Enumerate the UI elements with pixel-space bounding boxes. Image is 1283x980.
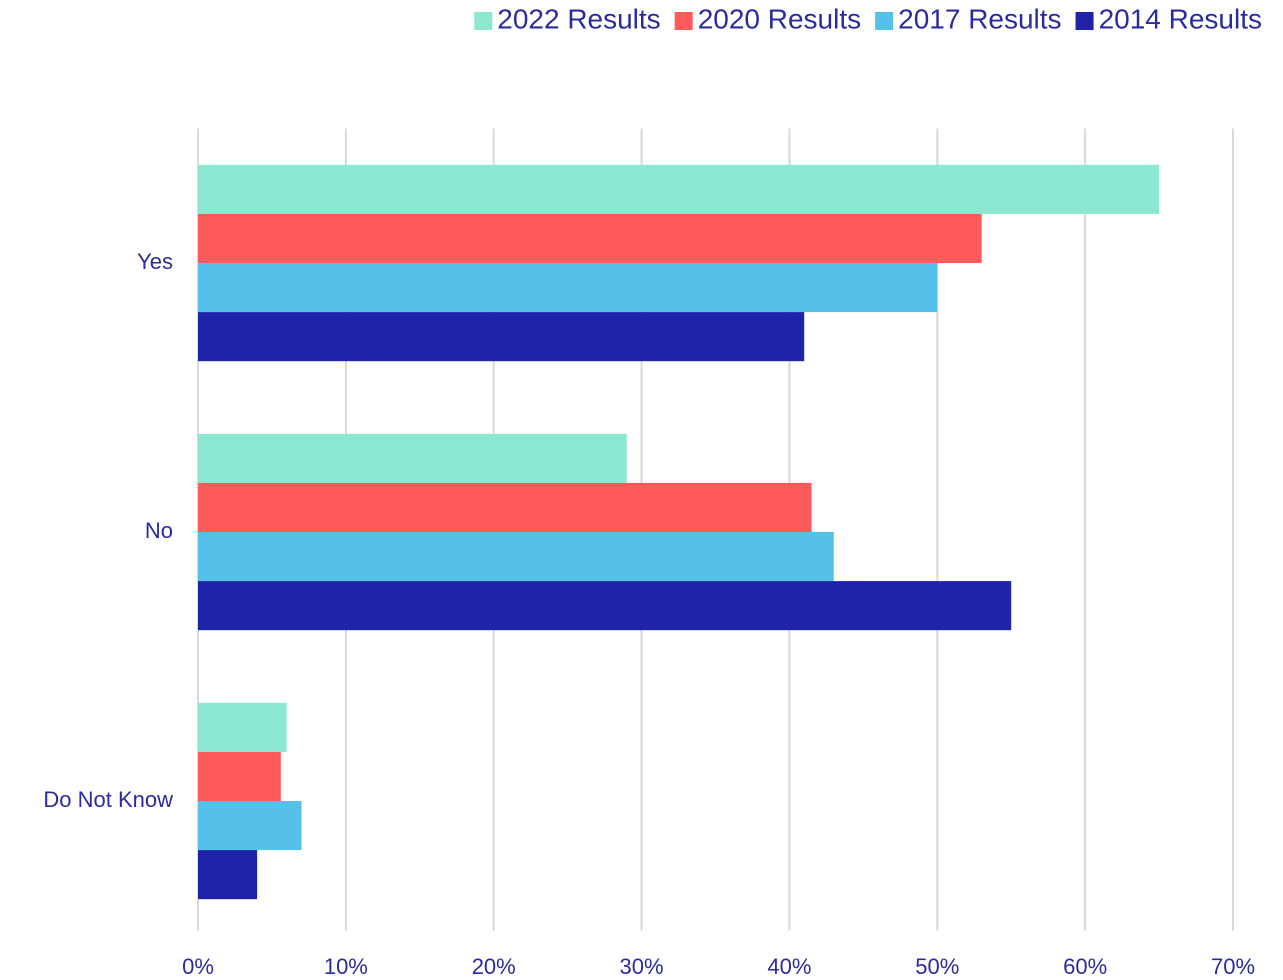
- legend-label: 2014 Results: [1099, 3, 1262, 34]
- legend-swatch: [875, 12, 894, 30]
- x-tick-label: 60%: [1063, 954, 1107, 979]
- bar: [198, 850, 258, 900]
- bar: [198, 751, 281, 801]
- bar: [198, 433, 627, 483]
- x-tick-label: 50%: [915, 954, 959, 979]
- bar: [198, 263, 938, 313]
- legend-label: 2020 Results: [698, 3, 861, 34]
- bar: [198, 532, 834, 582]
- bar: [198, 801, 302, 851]
- x-tick-label: 40%: [767, 954, 811, 979]
- legend-label: 2022 Results: [497, 3, 660, 34]
- legend-swatch: [474, 12, 493, 30]
- y-tick-label: Do Not Know: [43, 787, 173, 812]
- bar: [198, 581, 1012, 631]
- y-tick-label: Yes: [137, 249, 173, 274]
- bar: [198, 164, 1160, 214]
- bar: [198, 213, 982, 263]
- legend-swatch: [674, 12, 693, 30]
- bar: [198, 482, 812, 532]
- x-tick-label: 30%: [620, 954, 664, 979]
- bar: [198, 702, 287, 752]
- x-tick-label: 0%: [182, 954, 214, 979]
- x-tick-label: 10%: [324, 954, 368, 979]
- x-tick-label: 20%: [472, 954, 516, 979]
- legend-swatch: [1075, 12, 1094, 30]
- legend-label: 2017 Results: [898, 3, 1061, 34]
- y-tick-label: No: [145, 518, 173, 543]
- bar: [198, 312, 805, 362]
- x-tick-label: 70%: [1211, 954, 1255, 979]
